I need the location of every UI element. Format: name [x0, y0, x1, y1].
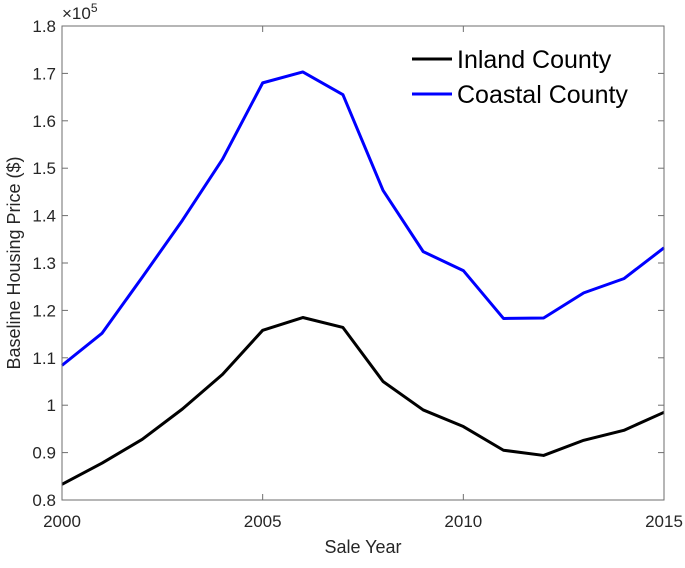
y-tick-label: 1.8: [32, 17, 56, 36]
y-tick-label: 1: [47, 396, 56, 415]
y-tick-label: 1.6: [32, 112, 56, 131]
y-tick-label: 1.7: [32, 64, 56, 83]
y-multiplier: ×105: [62, 1, 98, 23]
x-tick-label: 2000: [43, 512, 81, 531]
y-tick-label: 0.9: [32, 444, 56, 463]
y-tick-label: 0.8: [32, 491, 56, 510]
y-tick-label: 1.4: [32, 207, 56, 226]
y-tick-label: 1.1: [32, 349, 56, 368]
series-layer: [62, 72, 664, 485]
legend-label-inland: Inland County: [457, 46, 612, 74]
y-tick-label: 1.5: [32, 159, 56, 178]
x-tick-label: 2015: [645, 512, 683, 531]
series-line-coastal-county: [62, 72, 664, 365]
y-tick-label: 1.2: [32, 301, 56, 320]
x-tick-label: 2010: [444, 512, 482, 531]
legend-label-coastal: Coastal County: [457, 81, 628, 109]
series-line-inland-county: [62, 318, 664, 485]
y-multiplier-exponent: 5: [91, 1, 98, 15]
x-axis-label: Sale Year: [324, 537, 401, 557]
y-axis-label: Baseline Housing Price ($): [4, 156, 24, 369]
x-tick-label: 2005: [244, 512, 282, 531]
legend: Inland County Coastal County: [412, 46, 628, 109]
y-tick-label: 1.3: [32, 254, 56, 273]
